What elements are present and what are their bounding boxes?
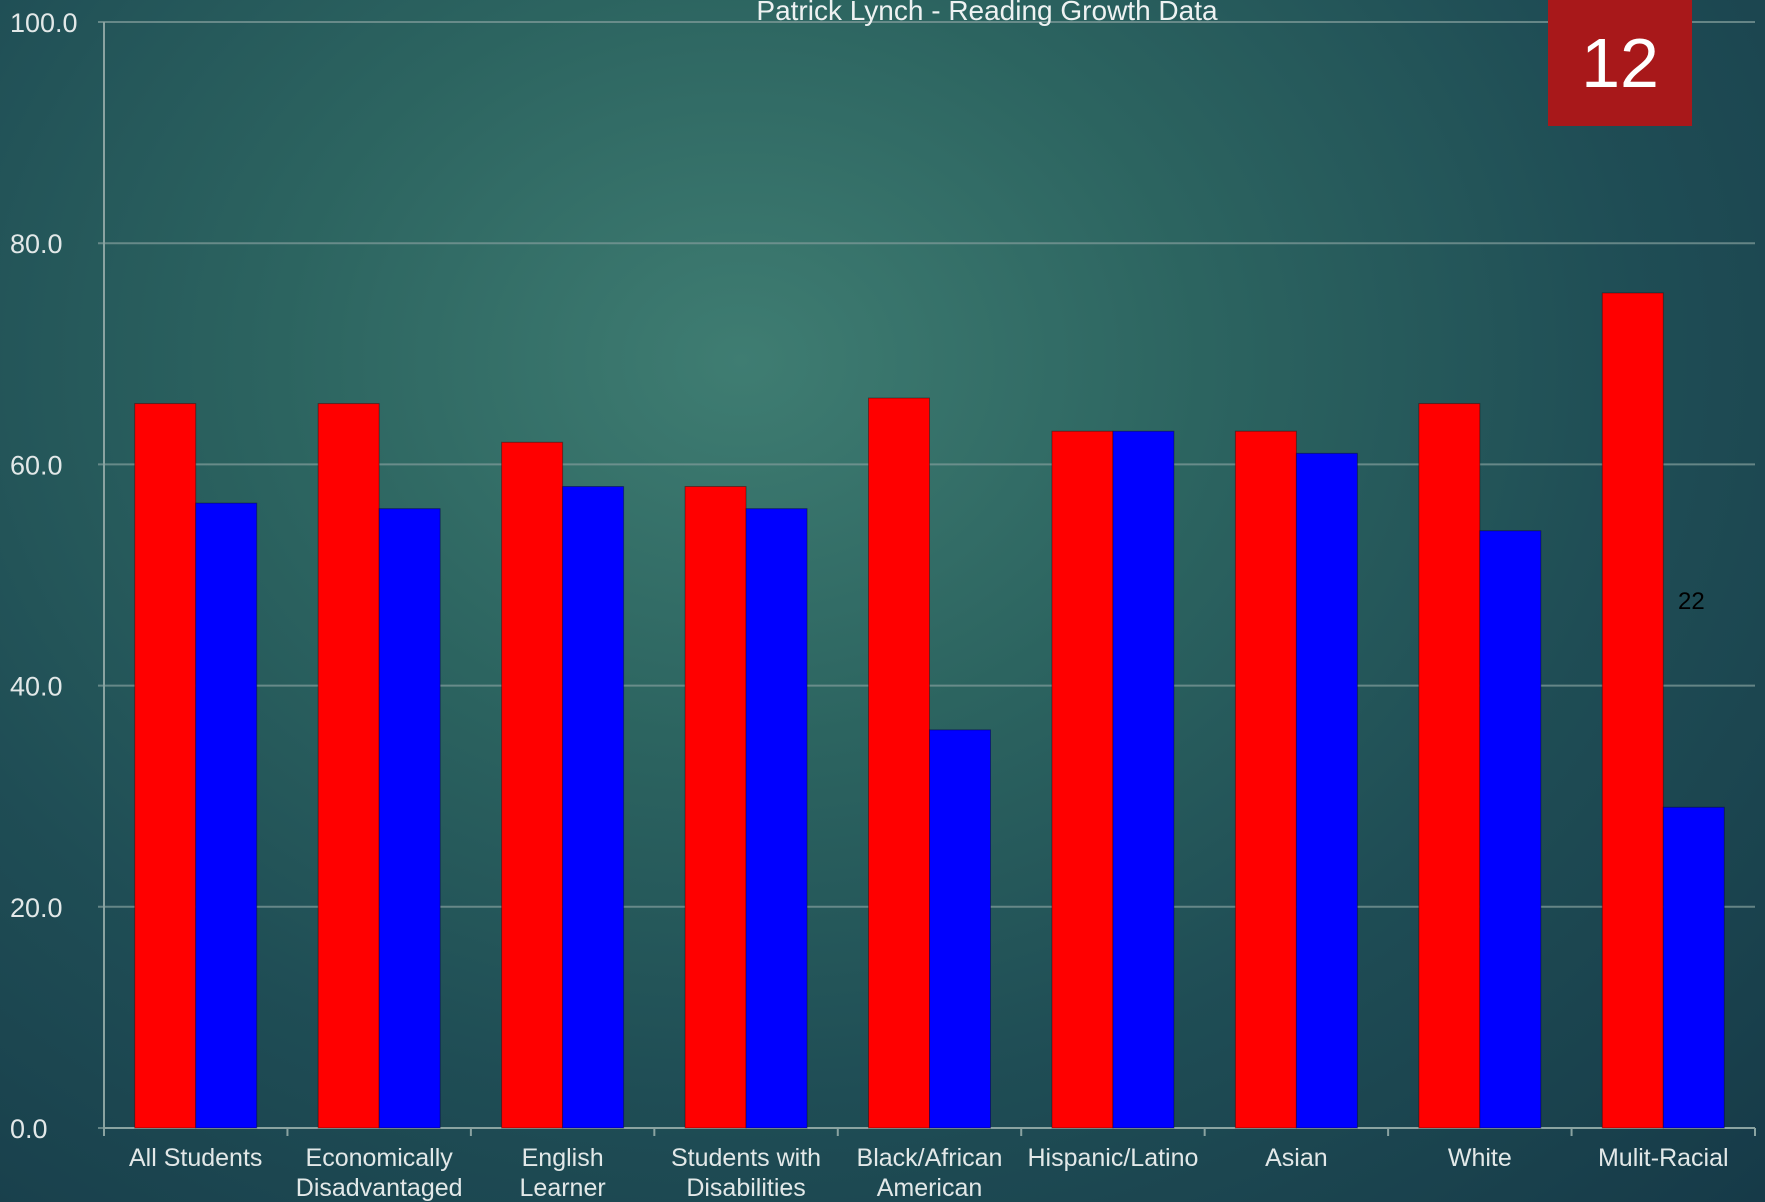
bar-series-2 [378,508,441,1129]
x-category-label: Mulit-Racial [1598,1144,1729,1172]
bar-series-1 [1601,292,1664,1129]
x-category-label: Black/African American [857,1144,1003,1202]
bar-series-2 [1295,452,1358,1129]
bar-series-2 [1112,430,1175,1129]
y-tick-label: 0.0 [10,1114,48,1144]
y-tick-label: 40.0 [10,672,63,702]
x-category-label: White [1448,1144,1512,1172]
bar-series-2 [745,508,808,1129]
bar-series-2 [1662,806,1725,1129]
y-tick-label: 80.0 [10,229,63,259]
bar-series-1 [501,441,564,1129]
bar-series-2 [562,486,625,1129]
bar-series-1 [868,397,930,1129]
x-category-label: Students with Disabilities [671,1144,821,1202]
bar-series-2 [1479,530,1542,1129]
x-category-label: Asian [1265,1144,1328,1172]
bar-series-1 [1051,430,1114,1129]
x-category-label: English Learner [520,1144,606,1202]
bar-series-1 [1418,403,1481,1129]
chart-title: Patrick Lynch - Reading Growth Data [756,0,1218,26]
y-tick-label: 20.0 [10,893,63,923]
bar-series-2 [195,502,258,1129]
bars [134,292,1725,1129]
bar-series-1 [134,403,197,1129]
page-number-badge: 12 [1548,0,1692,126]
x-category-label: Hispanic/Latino [1027,1144,1198,1172]
x-category-label: All Students [129,1144,262,1172]
bar-series-1 [317,403,380,1129]
annotation-text: 22 [1678,588,1705,615]
x-category-label: Economically Disadvantaged [296,1144,463,1202]
y-tick-label: 60.0 [10,450,63,480]
bar-series-1 [684,486,747,1129]
y-tick-label: 100.0 [10,8,78,38]
bar-series-1 [1234,430,1297,1129]
bar-series-2 [929,729,991,1129]
labels: 0.0 20.0 40.0 60.0 80.0 100.0 All Students Econ… [10,8,1729,1202]
